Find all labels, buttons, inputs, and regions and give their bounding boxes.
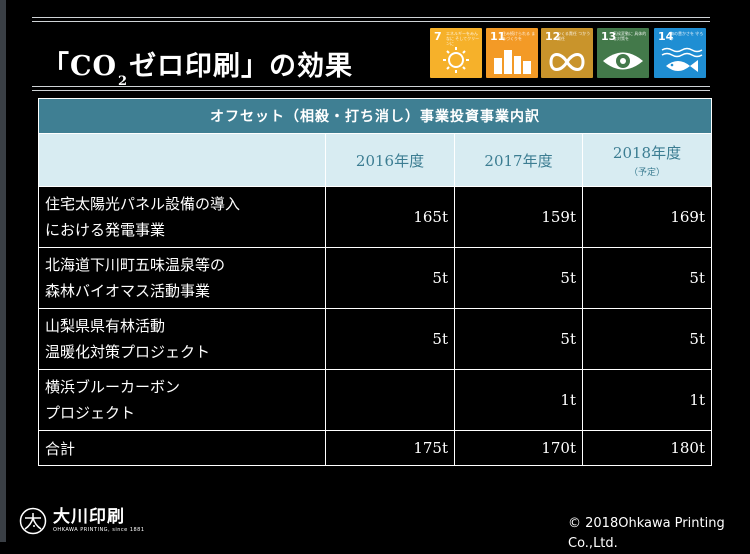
sdg-13-icon: 13 気候変動に 具体的な対策を — [597, 28, 649, 78]
cell-value: 5t — [454, 308, 583, 370]
column-header-2018: 2018年度 （予定） — [582, 133, 712, 187]
slide-title: 「CO2ゼロ印刷」の効果 — [42, 44, 354, 89]
title-subscript: 2 — [118, 74, 129, 89]
table-row: 住宅太陽光パネル設備の導入 における発電事業 165t 159t 169t — [38, 186, 712, 248]
cell-value: 5t — [582, 308, 712, 370]
table-row: 横浜ブルーカーボン プロジェクト 1t 1t — [38, 369, 712, 431]
sun-icon — [443, 47, 469, 73]
sdg-11-icon: 11 住み続けられる まちづくりを — [486, 28, 538, 78]
row-label: 山梨県県有林活動 温暖化対策プロジェクト — [38, 308, 326, 370]
cell-value: 5t — [454, 247, 583, 309]
row-label: 横浜ブルーカーボン プロジェクト — [38, 369, 326, 431]
cell-value: 1t — [582, 369, 712, 431]
sdg-12-icon: 12 つくる責任 つかう責任 — [541, 28, 593, 78]
table-row: 山梨県県有林活動 温暖化対策プロジェクト 5t 5t 5t — [38, 308, 712, 370]
company-logo: 大川印刷 OHKAWA PRINTING, since 1881 — [19, 506, 145, 536]
column-header-2017: 2017年度 — [454, 133, 583, 187]
title-post: ゼロ印刷」の効果 — [129, 51, 354, 82]
copyright-text: © 2018Ohkawa Printing Co.,Ltd. — [568, 516, 725, 551]
total-value: 175t — [325, 430, 455, 466]
bottom-rule-2 — [32, 90, 710, 91]
cell-value: 159t — [454, 186, 583, 248]
eye-globe-icon — [603, 52, 643, 70]
total-value: 180t — [582, 430, 712, 466]
cell-value: 1t — [454, 369, 583, 431]
cell-value: 5t — [325, 247, 455, 309]
logo-name-en: OHKAWA PRINTING, since 1881 — [53, 527, 145, 533]
bottom-rule-1 — [32, 86, 710, 87]
title-pre: 「CO — [42, 51, 118, 82]
top-rule-1 — [32, 17, 710, 18]
fish-icon — [661, 47, 703, 72]
sdg-14-icon: 14 海の豊かさを 守ろう — [654, 28, 706, 78]
left-edge-bar — [0, 0, 6, 542]
header-empty-cell — [38, 133, 326, 187]
cell-value — [325, 369, 455, 431]
cell-value: 5t — [582, 247, 712, 309]
row-label: 住宅太陽光パネル設備の導入 における発電事業 — [38, 186, 326, 248]
table-row: 北海道下川町五味温泉等の 森林バイオマス活動事業 5t 5t 5t — [38, 247, 712, 309]
total-label: 合計 — [38, 430, 326, 466]
total-value: 170t — [454, 430, 583, 466]
top-rule-2 — [32, 21, 710, 22]
column-header-2016: 2016年度 — [325, 133, 455, 187]
sdg-7-icon: 7 エネルギーをみんなに そしてクリーンに — [430, 28, 482, 78]
cell-value: 5t — [325, 308, 455, 370]
logo-name-jp: 大川印刷 — [53, 507, 125, 527]
table-caption: オフセット（相殺・打ち消し）事業投資事業内訳 — [38, 98, 712, 134]
cell-value: 169t — [582, 186, 712, 248]
infinity-icon — [549, 53, 585, 71]
cell-value: 165t — [325, 186, 455, 248]
logo-mark-icon — [19, 507, 47, 535]
planned-note: （予定） — [628, 168, 665, 178]
total-row: 合計 175t 170t 180t — [38, 430, 712, 466]
row-label: 北海道下川町五味温泉等の 森林バイオマス活動事業 — [38, 247, 326, 309]
offset-table: オフセット（相殺・打ち消し）事業投資事業内訳 2016年度 2017年度 201… — [38, 98, 712, 466]
city-icon — [494, 50, 531, 74]
